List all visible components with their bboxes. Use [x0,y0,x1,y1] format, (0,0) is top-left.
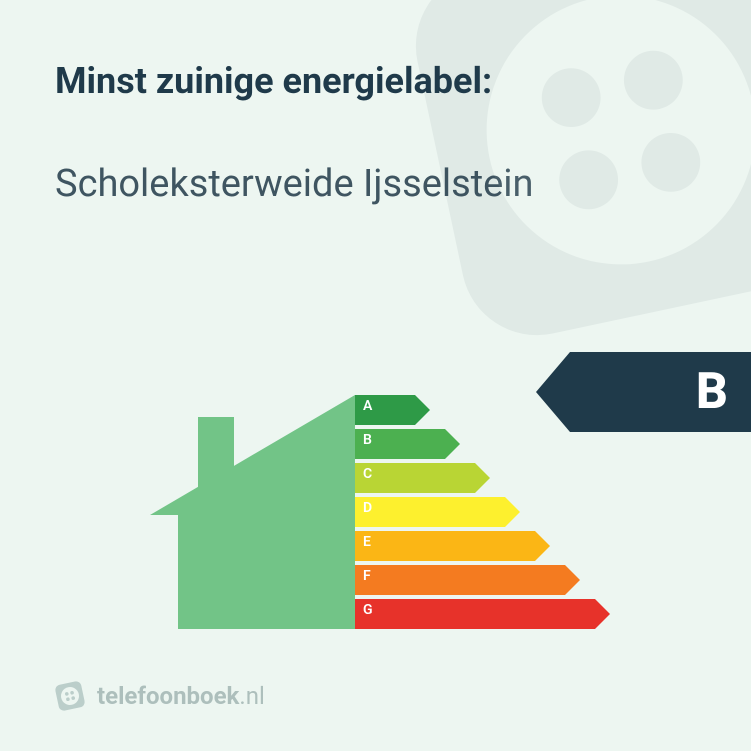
energy-bar-label: D [363,500,372,516]
energy-card: Minst zuinige energielabel: Scholeksterw… [0,0,751,751]
footer: telefoonboek.nl [55,681,265,711]
energy-bar-label: A [363,398,372,414]
house-icon [150,395,355,631]
rating-badge: B [536,352,751,432]
watermark-icon [372,0,751,379]
footer-brand-name: telefoonboek [97,682,239,710]
energy-bar-label: C [363,466,372,482]
energy-bar-label: E [363,534,371,550]
energy-bar-label: G [363,602,373,618]
footer-brand: telefoonboek.nl [97,682,265,710]
badge-text: B [696,363,729,421]
footer-brand-tld: .nl [239,682,264,710]
footer-logo-icon [52,678,88,714]
energy-bar-label: F [363,568,371,584]
energy-bar-label: B [363,432,372,448]
